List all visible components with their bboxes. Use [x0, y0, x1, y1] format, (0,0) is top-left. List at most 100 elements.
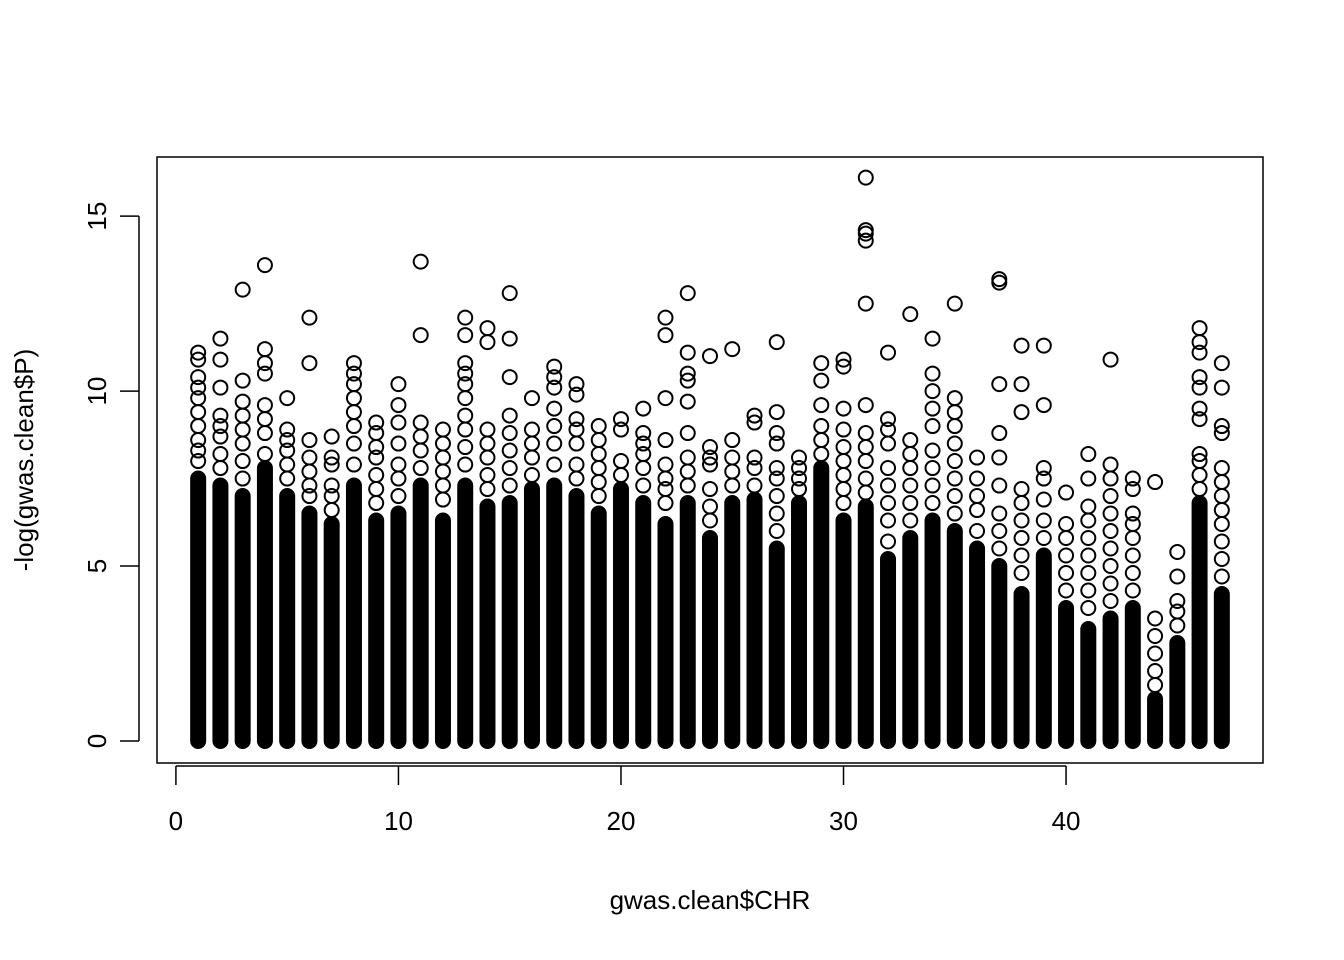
point — [590, 418, 607, 435]
x-tick-label: 40 — [1052, 806, 1081, 836]
point — [412, 414, 429, 431]
point — [568, 376, 585, 393]
dense-points — [702, 530, 718, 749]
point — [479, 449, 496, 466]
point — [345, 390, 362, 407]
point — [1013, 547, 1030, 564]
point — [880, 421, 897, 438]
point — [256, 257, 273, 274]
dense-points — [791, 495, 808, 749]
point — [256, 341, 273, 358]
point — [479, 421, 496, 438]
point — [523, 390, 540, 407]
point — [523, 421, 540, 438]
point — [434, 449, 451, 466]
point — [946, 488, 963, 505]
point — [1213, 425, 1230, 442]
point — [902, 460, 919, 477]
point — [857, 439, 874, 456]
point — [902, 495, 919, 512]
point — [768, 435, 785, 452]
dense-points — [746, 491, 763, 749]
point — [679, 372, 696, 389]
point — [590, 460, 607, 477]
point — [568, 435, 585, 452]
point — [457, 327, 474, 344]
dense-points — [301, 505, 318, 749]
x-tick-label: 30 — [829, 806, 858, 836]
point — [1035, 397, 1052, 414]
point — [256, 365, 273, 382]
point — [1035, 337, 1052, 354]
dense-points — [902, 530, 919, 749]
point — [813, 397, 830, 414]
point — [1124, 565, 1141, 582]
point — [190, 390, 207, 407]
point — [479, 435, 496, 452]
point — [702, 498, 718, 515]
point — [568, 421, 585, 438]
point — [212, 446, 229, 463]
dense-points — [1013, 586, 1030, 749]
point — [434, 435, 451, 452]
point — [768, 523, 785, 540]
point — [657, 456, 674, 473]
point — [345, 404, 362, 421]
point — [657, 495, 674, 512]
point — [1213, 474, 1230, 491]
point — [902, 306, 919, 323]
point — [657, 481, 674, 498]
point — [190, 351, 207, 368]
point — [991, 271, 1008, 288]
point — [1013, 337, 1030, 354]
y-tick-label: 15 — [82, 202, 112, 231]
point — [1102, 456, 1119, 473]
point — [1102, 523, 1119, 540]
point — [813, 432, 830, 449]
point — [501, 369, 518, 386]
point — [902, 446, 919, 463]
point — [746, 414, 763, 431]
point — [501, 477, 518, 494]
dense-points — [724, 495, 741, 749]
point — [501, 425, 518, 442]
point — [434, 491, 451, 508]
point — [679, 344, 696, 361]
point — [479, 481, 496, 498]
point — [1124, 530, 1141, 547]
point — [702, 449, 718, 466]
dense-points — [568, 488, 585, 749]
point — [256, 355, 273, 372]
point — [1213, 460, 1230, 477]
point — [768, 460, 785, 477]
point — [768, 404, 785, 421]
point — [768, 505, 785, 522]
point — [1124, 547, 1141, 564]
point — [1058, 565, 1075, 582]
point — [390, 488, 407, 505]
dense-points — [457, 477, 474, 749]
point — [301, 355, 318, 372]
point — [791, 460, 808, 477]
point — [1213, 488, 1230, 505]
point — [1013, 530, 1030, 547]
point — [857, 169, 874, 186]
point — [212, 351, 229, 368]
point — [457, 355, 474, 372]
point — [501, 460, 518, 477]
point — [546, 418, 563, 435]
point — [279, 470, 296, 487]
point — [546, 369, 563, 386]
point — [190, 369, 207, 386]
point — [857, 470, 874, 487]
point — [368, 495, 385, 512]
dense-points — [768, 540, 785, 749]
point — [880, 411, 897, 428]
point — [1013, 404, 1030, 421]
point — [635, 425, 652, 442]
point — [190, 442, 207, 459]
point — [702, 456, 718, 473]
point — [1213, 533, 1230, 550]
dense-points — [190, 470, 207, 749]
dense-points — [835, 512, 852, 749]
